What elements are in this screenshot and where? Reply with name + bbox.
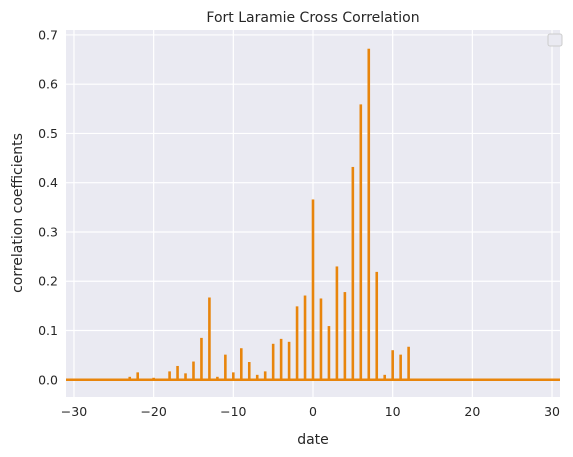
- bar: [407, 346, 410, 380]
- bar: [200, 337, 203, 380]
- y-tick-label: 0.1: [38, 323, 58, 338]
- legend-box: [547, 33, 563, 47]
- x-axis-label: date: [297, 432, 329, 448]
- bar: [295, 306, 299, 380]
- bar: [176, 365, 179, 380]
- bar: [279, 338, 283, 380]
- bar: [399, 354, 402, 380]
- y-tick-label: 0.2: [38, 274, 58, 289]
- bar: [311, 199, 315, 380]
- bar: [216, 376, 219, 380]
- bar: [168, 371, 171, 380]
- bar: [383, 374, 387, 380]
- bar: [367, 48, 371, 380]
- bar: [303, 295, 307, 380]
- bar: [239, 348, 243, 380]
- bar: [335, 266, 339, 380]
- y-tick-label: 0.5: [38, 126, 58, 141]
- bar: [327, 326, 331, 380]
- bar: [128, 376, 132, 380]
- x-tick-label: −30: [61, 404, 87, 419]
- bar: [208, 297, 211, 380]
- bar: [136, 372, 140, 380]
- y-tick-label: 0.3: [38, 224, 58, 239]
- bar: [263, 371, 267, 380]
- x-tick-label: −10: [220, 404, 246, 419]
- x-tick-label: 20: [464, 404, 480, 419]
- y-tick-label: 0.4: [38, 175, 58, 190]
- bar: [359, 104, 363, 380]
- bar: [271, 343, 275, 380]
- bar: [232, 372, 235, 380]
- bar: [224, 354, 227, 380]
- bar: [319, 298, 323, 380]
- y-tick-label: 0.0: [38, 372, 58, 387]
- bar: [255, 374, 259, 380]
- y-tick-label: 0.7: [38, 27, 58, 42]
- x-tick-label: −20: [140, 404, 166, 419]
- x-tick-label: 10: [385, 404, 401, 419]
- bar: [375, 271, 379, 380]
- bar: [343, 292, 347, 380]
- bar: [184, 373, 187, 380]
- bar: [287, 341, 291, 380]
- x-tick-label: 0: [309, 404, 317, 419]
- bars: [128, 48, 410, 380]
- y-tick-label: 0.6: [38, 77, 58, 92]
- bar: [247, 362, 251, 380]
- bar: [351, 166, 355, 380]
- x-ticks: −30 −20 −10 0 10 20 30: [61, 404, 560, 419]
- bar: [391, 350, 394, 380]
- y-axis-label: correlation coefficients: [10, 133, 26, 293]
- chart-title: Fort Laramie Cross Correlation: [206, 10, 419, 26]
- y-ticks: 0.0 0.1 0.2 0.3 0.4 0.5 0.6 0.7: [38, 27, 58, 387]
- x-tick-label: 30: [544, 404, 560, 419]
- bar: [192, 361, 195, 380]
